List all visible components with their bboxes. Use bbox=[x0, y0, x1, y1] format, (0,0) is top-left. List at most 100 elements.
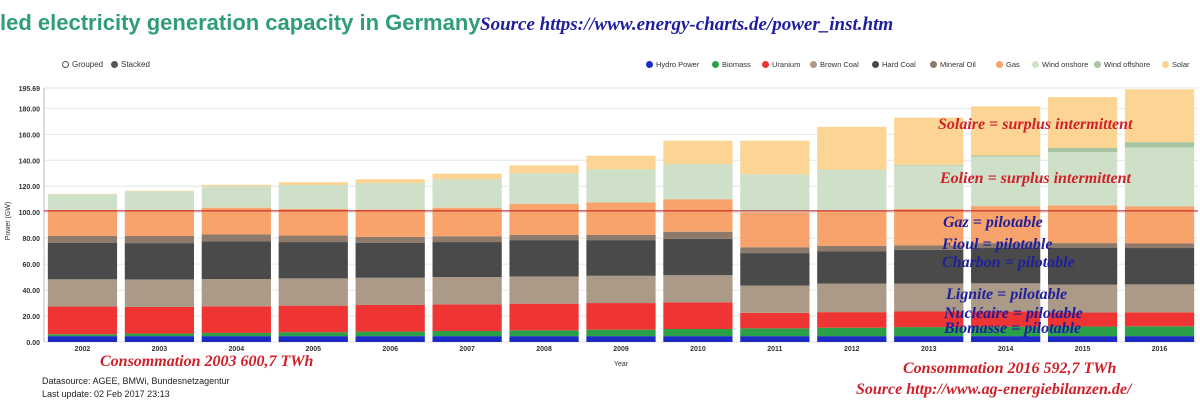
legend-label: Hydro Power bbox=[656, 60, 700, 69]
bar-segment bbox=[47, 306, 118, 335]
y-tick-label: 40.00 bbox=[22, 288, 40, 295]
bar-segment bbox=[47, 279, 118, 307]
legend-item[interactable]: Solar bbox=[1162, 60, 1190, 69]
y-tick-label: 80.00 bbox=[22, 236, 40, 243]
x-tick-label: 2009 bbox=[613, 346, 629, 353]
bar-segment bbox=[1047, 243, 1118, 248]
bar-segment bbox=[278, 242, 348, 279]
bar-segment bbox=[663, 329, 733, 337]
bar-segment bbox=[971, 336, 1041, 342]
last-update-note: Last update: 02 Feb 2017 23:13 bbox=[42, 389, 170, 399]
legend-item[interactable]: Hard Coal bbox=[872, 60, 916, 69]
bar-segment bbox=[47, 334, 118, 337]
bar-segment bbox=[509, 240, 579, 277]
bar-segment bbox=[47, 336, 118, 342]
legend-item[interactable]: Hydro Power bbox=[646, 60, 699, 69]
bar-segment bbox=[47, 242, 118, 280]
bar-segment bbox=[201, 186, 271, 208]
bar-segment bbox=[971, 156, 1041, 207]
bar-segment bbox=[971, 106, 1041, 156]
legend-item[interactable]: Wind offshore bbox=[1094, 60, 1150, 69]
y-tick-label: 100.00 bbox=[19, 210, 41, 217]
bar-segment bbox=[817, 336, 887, 342]
x-tick-label: 2010 bbox=[690, 346, 706, 353]
bar-segment bbox=[817, 210, 887, 246]
stacked-toggle[interactable]: Stacked bbox=[111, 60, 150, 69]
bar-segment bbox=[894, 311, 964, 328]
legend-item[interactable]: Brown Coal bbox=[810, 60, 859, 69]
bar-segment bbox=[124, 306, 195, 334]
bar-segment bbox=[586, 155, 656, 170]
bar-segment bbox=[355, 209, 425, 237]
bar-segment bbox=[971, 326, 1041, 337]
bar-segment bbox=[894, 245, 964, 250]
bar-segment bbox=[432, 304, 502, 331]
bar-segment bbox=[663, 275, 733, 303]
legend-item[interactable]: Mineral Oil bbox=[930, 60, 976, 69]
x-tick-label: 2006 bbox=[382, 346, 398, 353]
bar-segment bbox=[509, 165, 579, 174]
legend-item[interactable]: Uranium bbox=[762, 60, 800, 69]
bar-segment bbox=[278, 305, 348, 333]
x-axis-label: Year bbox=[614, 361, 629, 368]
y-tick-label: 180.00 bbox=[19, 106, 41, 113]
legend-label: Hard Coal bbox=[882, 60, 916, 69]
bar-segment bbox=[894, 249, 964, 284]
x-tick-label: 2003 bbox=[152, 346, 168, 353]
bar-segment bbox=[586, 202, 656, 235]
bar-segment bbox=[740, 247, 810, 254]
chart-title: led electricity generation capacity in G… bbox=[0, 10, 481, 35]
legend-swatch-icon bbox=[646, 61, 653, 68]
annotation-gaz: Gaz = pilotable bbox=[943, 214, 1043, 231]
annotation-lignite: Lignite = pilotable bbox=[946, 286, 1068, 303]
legend-item[interactable]: Biomass bbox=[712, 60, 751, 69]
bar-segment bbox=[124, 279, 195, 307]
bar-segment bbox=[1047, 336, 1118, 342]
bar-segment bbox=[124, 191, 195, 210]
y-tick-label: 160.00 bbox=[19, 132, 41, 139]
bar-segment bbox=[432, 242, 502, 278]
bar-segment bbox=[1047, 205, 1118, 244]
legend-label: Gas bbox=[1006, 60, 1020, 69]
legend-item[interactable]: Wind onshore bbox=[1032, 60, 1088, 69]
y-tick-label: 0.00 bbox=[26, 340, 40, 347]
bar-segment bbox=[278, 184, 348, 209]
bar-segment bbox=[201, 207, 271, 235]
bar-segment bbox=[586, 336, 656, 342]
bar-segment bbox=[1124, 312, 1195, 327]
legend-swatch-icon bbox=[810, 61, 817, 68]
bar-segment bbox=[971, 243, 1041, 248]
bar-segment bbox=[894, 164, 964, 166]
bar-segment bbox=[1124, 243, 1195, 249]
bar-segment bbox=[663, 140, 733, 165]
y-axis-label: Power (GW) bbox=[5, 202, 12, 241]
bar-segment bbox=[1124, 147, 1195, 207]
bar-segment bbox=[971, 155, 1041, 157]
radio-filled-icon bbox=[111, 61, 118, 68]
bar-segment bbox=[509, 234, 579, 241]
x-tick-label: 2008 bbox=[536, 346, 552, 353]
x-tick-label: 2004 bbox=[229, 346, 245, 353]
bar-segment bbox=[201, 279, 271, 307]
bar-segment bbox=[124, 243, 195, 280]
grouped-toggle[interactable]: Grouped bbox=[62, 60, 103, 69]
legend-swatch-icon bbox=[1094, 61, 1101, 68]
bar-segment bbox=[1124, 336, 1195, 342]
annotation-conso-2016: Consommation 2016 592,7 TWh bbox=[903, 360, 1117, 377]
bar-segment bbox=[740, 140, 810, 175]
bar-segment bbox=[663, 238, 733, 276]
legend-item[interactable]: Gas bbox=[996, 60, 1020, 69]
bar-segment bbox=[817, 170, 887, 211]
bar-segment bbox=[355, 179, 425, 183]
bar-segment bbox=[278, 278, 348, 306]
bar-segment bbox=[432, 277, 502, 305]
bar-segment bbox=[740, 285, 810, 313]
annotation-charbon: Charbon = pilotable bbox=[942, 254, 1075, 271]
bar-segment bbox=[355, 336, 425, 342]
bar-segment bbox=[201, 336, 271, 342]
legend-label: Uranium bbox=[772, 60, 801, 69]
bar-segment bbox=[740, 253, 810, 286]
chart-legend: Hydro Power Biomass Uranium Brown Coal Hard … bbox=[640, 60, 1200, 72]
legend-swatch-icon bbox=[930, 61, 937, 68]
